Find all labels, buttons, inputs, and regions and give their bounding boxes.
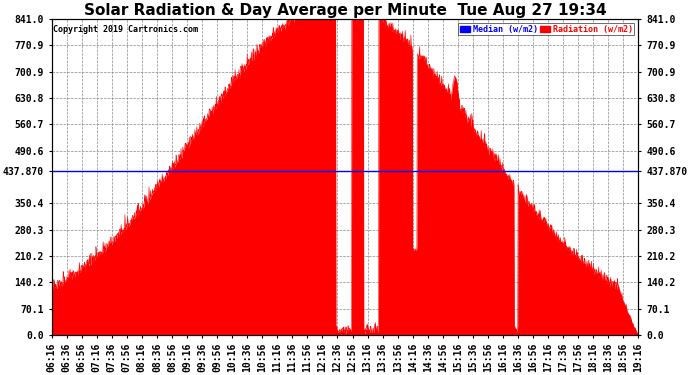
Title: Solar Radiation & Day Average per Minute  Tue Aug 27 19:34: Solar Radiation & Day Average per Minute… (83, 3, 607, 18)
Legend: Median (w/m2), Radiation (w/m2): Median (w/m2), Radiation (w/m2) (458, 23, 634, 36)
Text: Copyright 2019 Cartronics.com: Copyright 2019 Cartronics.com (52, 25, 198, 34)
